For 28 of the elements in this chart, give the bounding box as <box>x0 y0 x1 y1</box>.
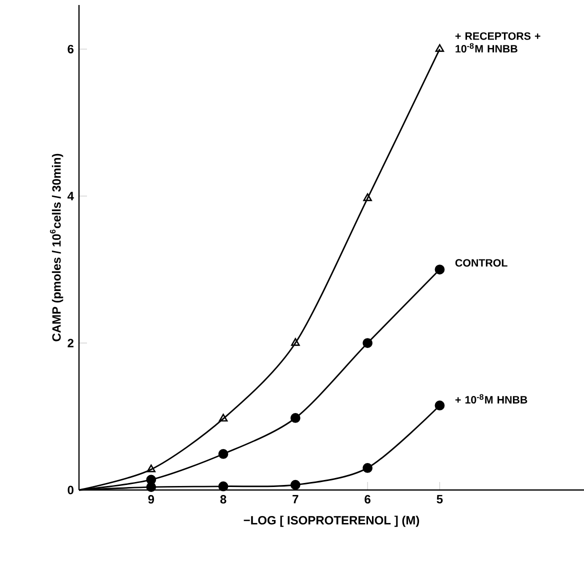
series-label: CONTROL <box>455 259 508 267</box>
point <box>146 482 156 492</box>
x-tick-label: 9 <box>148 495 154 504</box>
x-tick-label: 7 <box>292 495 298 504</box>
y-tick-label: 2 <box>68 338 74 348</box>
point <box>362 463 373 473</box>
series-label: + 10$^{-8}$M HNBB <box>455 394 528 404</box>
point <box>363 193 372 202</box>
x-tick-label: 5 <box>436 495 443 504</box>
point <box>435 44 444 52</box>
point <box>362 338 373 348</box>
point <box>434 264 445 274</box>
y-tick-label: 6 <box>68 44 74 54</box>
point <box>291 338 300 346</box>
point <box>218 414 228 422</box>
x-tick-label: 8 <box>220 495 226 504</box>
point <box>290 413 300 423</box>
point <box>290 480 300 490</box>
x-axis-title: −LOG [ ISOPROTERENOL ] (M) <box>244 516 420 527</box>
y-axis-title: CAMP (pmoles / 10$^{6}$cells / 30min) <box>50 154 64 342</box>
y-tick-label: 4 <box>67 192 74 200</box>
point <box>218 449 228 459</box>
point <box>146 464 156 472</box>
point <box>434 400 445 410</box>
y-tick-label: 0 <box>68 486 74 494</box>
point <box>218 481 228 492</box>
x-tick-label: 6 <box>364 495 370 504</box>
series-label: + RECEPTORS + 10$^{-8}$M HNBB <box>455 32 540 53</box>
